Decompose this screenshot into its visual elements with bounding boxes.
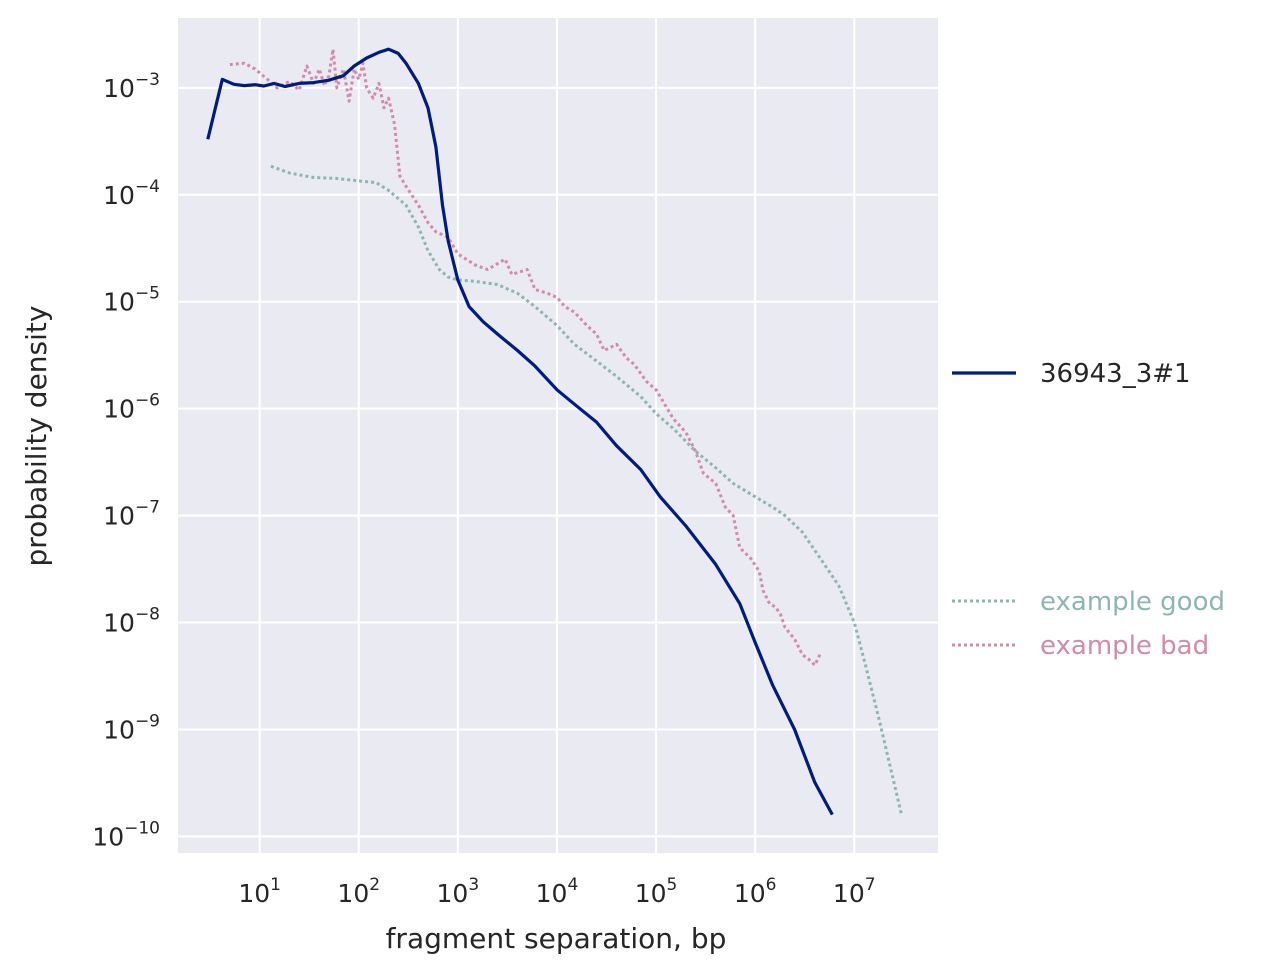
x-tick-labels: 101 102 103 104 105 106 107 bbox=[238, 875, 875, 908]
series-line-36943-3-1 bbox=[206, 47, 834, 816]
y-tick-label: 10−7 bbox=[103, 498, 160, 531]
y-tick-base: 10 bbox=[103, 288, 135, 317]
y-tick-exponent: −10 bbox=[124, 818, 160, 838]
y-tick-labels: 10−310−410−510−610−710−810−910−10 bbox=[92, 70, 160, 852]
y-gridlines bbox=[178, 86, 938, 838]
x-tick-label: 101 bbox=[238, 875, 281, 908]
x-tick-exponent: 5 bbox=[667, 875, 678, 895]
x-tick-exponent: 7 bbox=[865, 875, 876, 895]
x-tick-label: 104 bbox=[536, 875, 579, 908]
x-tick-exponent: 2 bbox=[369, 875, 380, 895]
y-tick-base: 10 bbox=[103, 181, 135, 210]
y-tick-exponent: −5 bbox=[135, 284, 160, 304]
series-line-example-good bbox=[270, 164, 903, 815]
y-tick-base: 10 bbox=[103, 609, 135, 638]
y-tick-base: 10 bbox=[103, 715, 135, 744]
x-tick-label: 107 bbox=[833, 875, 876, 908]
y-tick-base: 10 bbox=[92, 822, 124, 851]
x-axis-title: fragment separation, bp bbox=[386, 922, 727, 955]
legend-label: example bad bbox=[1040, 631, 1209, 661]
series-layer bbox=[206, 47, 903, 816]
x-tick-base: 10 bbox=[437, 879, 469, 908]
x-tick-base: 10 bbox=[337, 879, 369, 908]
y-tick-label: 10−4 bbox=[103, 177, 160, 210]
y-tick-exponent: −4 bbox=[135, 177, 160, 197]
legend-label: 36943_3#1 bbox=[1040, 359, 1191, 389]
x-tick-label: 105 bbox=[635, 875, 678, 908]
x-gridlines bbox=[258, 18, 856, 853]
x-tick-base: 10 bbox=[238, 879, 270, 908]
y-tick-base: 10 bbox=[103, 502, 135, 531]
plot-area bbox=[178, 18, 938, 853]
y-tick-base: 10 bbox=[103, 74, 135, 103]
x-tick-base: 10 bbox=[635, 879, 667, 908]
x-tick-label: 106 bbox=[734, 875, 777, 908]
y-tick-exponent: −6 bbox=[135, 391, 160, 411]
y-axis-title: probability density bbox=[20, 306, 53, 567]
x-tick-exponent: 1 bbox=[270, 875, 281, 895]
y-tick-label: 10−8 bbox=[103, 605, 160, 638]
y-tick-label: 10−10 bbox=[92, 818, 160, 851]
series-line-example-bad bbox=[229, 47, 822, 667]
legend-label: example good bbox=[1040, 587, 1225, 617]
y-tick-label: 10−5 bbox=[103, 284, 160, 317]
y-tick-label: 10−3 bbox=[103, 70, 160, 103]
y-tick-exponent: −3 bbox=[135, 70, 160, 90]
x-tick-exponent: 3 bbox=[468, 875, 479, 895]
x-tick-base: 10 bbox=[536, 879, 568, 908]
x-tick-base: 10 bbox=[833, 879, 865, 908]
x-tick-exponent: 4 bbox=[567, 875, 578, 895]
x-tick-base: 10 bbox=[734, 879, 766, 908]
x-tick-label: 102 bbox=[337, 875, 380, 908]
y-tick-base: 10 bbox=[103, 395, 135, 424]
x-tick-label: 103 bbox=[437, 875, 480, 908]
y-tick-label: 10−9 bbox=[103, 711, 160, 744]
y-tick-exponent: −9 bbox=[135, 711, 160, 731]
y-tick-exponent: −8 bbox=[135, 605, 160, 625]
y-tick-label: 10−6 bbox=[103, 391, 160, 424]
x-tick-exponent: 6 bbox=[766, 875, 777, 895]
y-tick-exponent: −7 bbox=[135, 498, 160, 518]
